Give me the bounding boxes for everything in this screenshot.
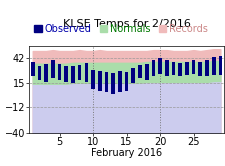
Bar [218,56,221,75]
Bar [144,64,148,80]
Bar [91,70,94,89]
Bar [31,62,34,77]
Bar [71,66,74,83]
Bar [198,62,201,77]
Bar [158,58,161,74]
Bar [37,66,41,80]
Bar [151,60,155,77]
Bar [44,64,48,82]
Bar [204,60,208,77]
Bar [191,60,195,74]
Bar [124,72,128,91]
Bar [164,60,168,77]
Bar [117,71,121,92]
Bar [84,63,88,82]
X-axis label: February 2016: February 2016 [91,148,161,158]
Bar [104,72,108,92]
Bar [178,63,181,76]
Bar [111,73,115,94]
Bar [57,64,61,80]
Legend: Observed, Normals, Records: Observed, Normals, Records [34,24,207,34]
Bar [64,66,68,82]
Bar [97,71,101,91]
Bar [51,60,54,78]
Bar [131,68,135,83]
Bar [137,65,141,78]
Bar [171,62,175,75]
Title: KLSE Temps for 2/2016: KLSE Temps for 2/2016 [62,19,190,29]
Bar [184,62,188,75]
Bar [77,65,81,80]
Bar [211,57,215,75]
